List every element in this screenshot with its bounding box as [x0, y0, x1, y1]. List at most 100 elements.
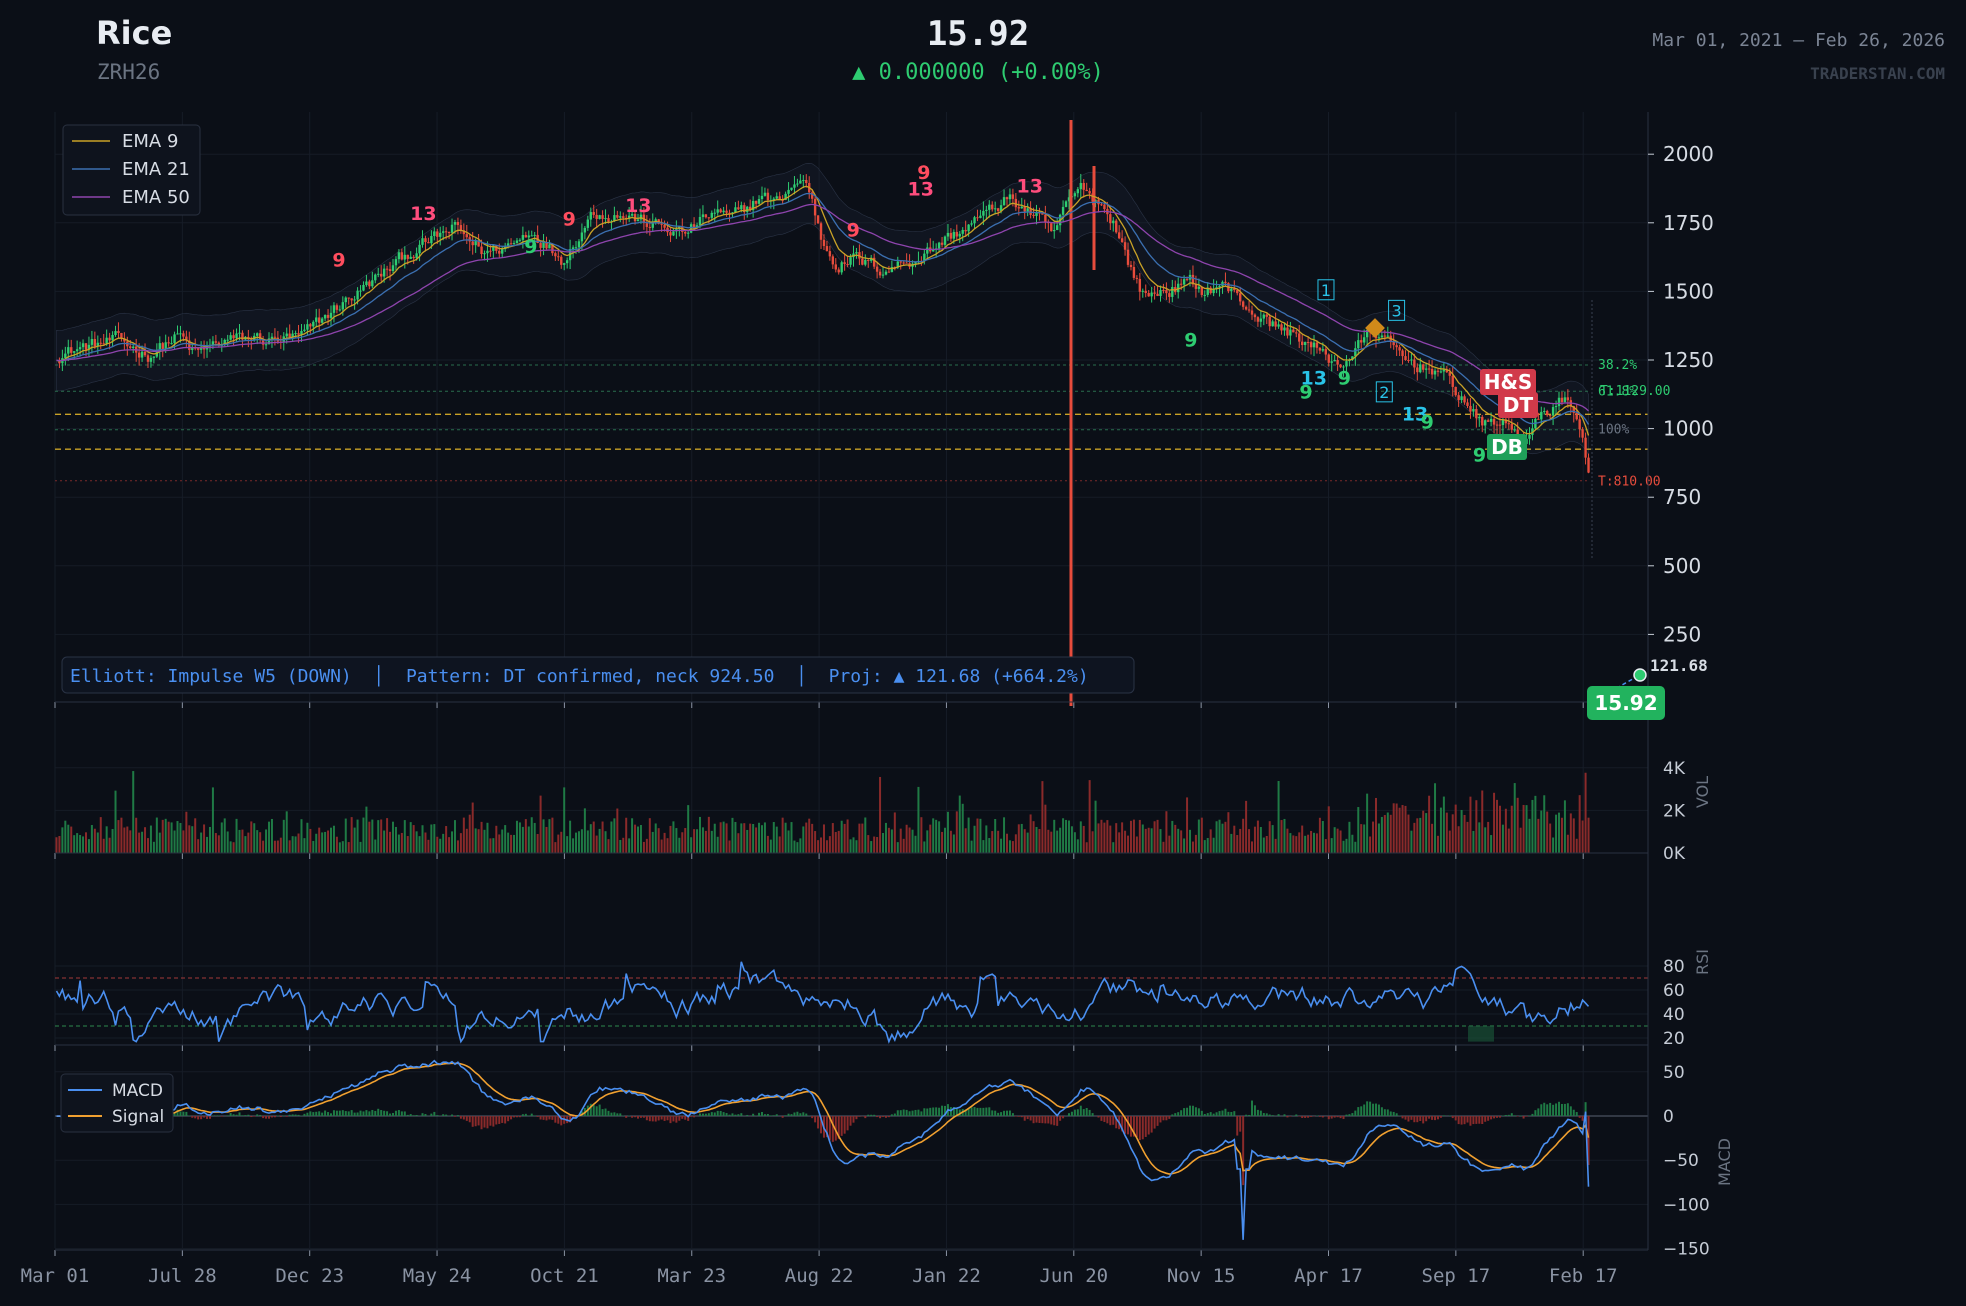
macd-histogram-bar	[1003, 1110, 1006, 1116]
macd-histogram-bar	[1162, 1116, 1165, 1121]
candle-body	[560, 256, 563, 265]
rsi-oversold-fill	[1468, 1026, 1494, 1042]
candle-body	[1241, 301, 1245, 307]
volume-bar	[696, 829, 699, 853]
candle-body	[849, 257, 852, 265]
candle-body	[799, 180, 802, 184]
macd-histogram-bar	[1522, 1116, 1525, 1119]
macd-histogram-bar	[926, 1108, 929, 1116]
macd-histogram-bar	[997, 1112, 1000, 1116]
candle-body	[155, 351, 159, 357]
volume-bar	[628, 838, 631, 853]
macd-histogram-bar	[710, 1112, 713, 1116]
x-tick-label: Sep 17	[1422, 1265, 1491, 1287]
macd-histogram-bar	[1147, 1116, 1150, 1135]
macd-histogram-bar	[1413, 1116, 1416, 1123]
candle-body	[303, 329, 306, 331]
volume-bar	[79, 835, 82, 853]
candle-body	[1253, 314, 1257, 318]
volume-bar	[566, 836, 569, 853]
macd-histogram-bar	[436, 1115, 439, 1116]
macd-histogram-bar	[1289, 1116, 1292, 1117]
macd-histogram-bar	[1357, 1107, 1360, 1116]
candle-body	[790, 187, 793, 190]
candle-body	[120, 333, 123, 339]
volume-bar	[1094, 800, 1097, 853]
macd-histogram-bar	[1342, 1116, 1345, 1120]
macd-histogram-bar	[241, 1115, 244, 1116]
macd-histogram-bar	[802, 1112, 805, 1116]
volume-bar	[1067, 820, 1070, 853]
volume-bar	[1327, 806, 1330, 853]
macd-histogram-bar	[350, 1110, 353, 1116]
volume-bar	[1531, 799, 1534, 853]
candle-body	[1436, 370, 1440, 372]
ticker-symbol: ZRH26	[97, 60, 161, 84]
macd-histogram-bar	[1091, 1113, 1094, 1116]
candle-body	[1303, 342, 1307, 346]
legend-macd: MACD	[112, 1081, 163, 1101]
volume-bar	[949, 830, 952, 853]
macd-histogram-bar	[459, 1116, 462, 1119]
macd-histogram-bar	[935, 1107, 938, 1116]
legend-ema9: EMA 9	[122, 131, 178, 152]
candle-body	[430, 236, 433, 244]
candle-body	[976, 217, 979, 219]
volume-bar	[944, 827, 947, 853]
td-count-label: 9	[524, 236, 537, 258]
volume-bar	[749, 823, 752, 853]
candle-body	[391, 265, 395, 271]
volume-bar	[681, 832, 684, 853]
macd-histogram-bar	[400, 1111, 403, 1116]
volume-bar	[752, 823, 755, 853]
candle-body	[238, 332, 241, 334]
candle-body	[1117, 232, 1121, 239]
macd-histogram-bar	[1549, 1102, 1552, 1116]
candle-body	[1392, 341, 1395, 346]
volume-bar	[421, 825, 424, 853]
candle-body	[1560, 397, 1564, 403]
macd-histogram-bar	[784, 1115, 787, 1116]
volume-bar	[1209, 829, 1212, 853]
volume-bar	[462, 817, 465, 853]
macd-histogram-bar	[1380, 1107, 1383, 1116]
macd-histogram-bar	[1540, 1104, 1543, 1116]
volume-bar	[1197, 819, 1200, 853]
volume-bar	[1165, 811, 1168, 853]
macd-histogram-bar	[979, 1107, 982, 1116]
candle-body	[267, 338, 271, 345]
macd-histogram-bar	[1067, 1113, 1070, 1116]
volume-bar	[787, 830, 790, 853]
candle-body	[512, 243, 516, 245]
info-bar: Elliott: Impulse W5 (DOWN) │ Pattern: DT…	[61, 656, 1135, 694]
macd-histogram-bar	[1277, 1114, 1280, 1116]
volume-bar	[601, 821, 604, 853]
macd-histogram-bar	[424, 1113, 427, 1116]
candle-body	[580, 232, 584, 242]
macd-histogram-bar	[899, 1110, 902, 1116]
candle-body	[1404, 356, 1407, 360]
macd-histogram-bar	[515, 1116, 518, 1118]
macd-histogram-bar	[642, 1116, 645, 1118]
volume-bar	[1336, 828, 1339, 853]
volume-bar	[864, 817, 867, 853]
volume-bar	[1174, 824, 1177, 853]
candle-body	[627, 215, 631, 219]
volume-bar	[1436, 835, 1439, 853]
macd-histogram-bar	[876, 1116, 879, 1118]
macd-histogram-bar	[731, 1113, 734, 1116]
candle-body	[140, 351, 144, 358]
macd-histogram-bar	[870, 1114, 873, 1116]
volume-bar	[1566, 834, 1569, 853]
candle-body	[78, 347, 82, 350]
volume-bar	[394, 826, 397, 853]
candle-body	[1050, 223, 1053, 232]
macd-histogram-bar	[728, 1114, 731, 1116]
macd-histogram-bar	[1466, 1116, 1469, 1123]
volume-bar	[1076, 839, 1079, 853]
candle-body	[539, 243, 542, 248]
volume-bar	[790, 822, 793, 853]
volume-bar	[737, 833, 740, 853]
volume-bar	[1581, 820, 1584, 853]
volume-bar	[1180, 830, 1183, 853]
